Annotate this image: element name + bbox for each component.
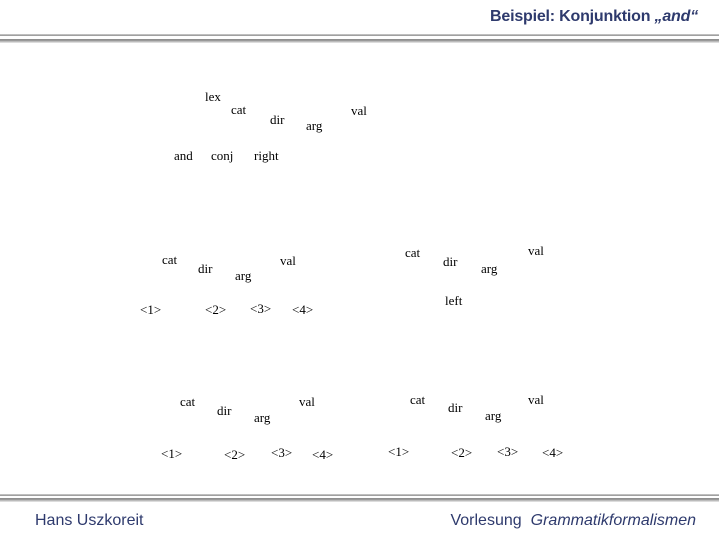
page-title-quoted-word: „and“ [654,8,699,25]
avm-attr-dir: dir [443,254,458,269]
avm-attr-val: val [528,243,544,258]
avm-attr-dir: dir [198,261,213,276]
avm-attr-val: val [280,253,296,268]
avm-tag-4: <4> [542,445,564,460]
avm-attr-lex: lex [205,89,221,104]
avm-tag-2: <2> [451,445,473,460]
avm-tag-2: <2> [224,447,246,462]
avm-attr-arg: arg [481,261,498,276]
avm-tag-1: <1> [161,446,183,461]
avm-tag-2: <2> [205,302,227,317]
avm-tag-4: <4> [312,447,334,462]
avm-attr-dir: dir [217,403,232,418]
footer-course-label: Vorlesung [450,512,522,529]
avm-attr-cat: cat [410,392,426,407]
avm-attr-cat: cat [162,252,178,267]
avm-tag-3: <3> [250,301,272,316]
avm-value-right: right [254,148,279,163]
avm-attr-val: val [299,394,315,409]
avm-tag-1: <1> [140,302,162,317]
avm-tag-3: <3> [497,444,519,459]
avm-value-conj: conj [211,148,234,163]
avm-attr-arg: arg [306,118,323,133]
footer-author: Hans Uszkoreit [35,512,144,529]
avm-attr-dir: dir [448,400,463,415]
footer-course-title: Grammatikformalismen [530,512,696,529]
avm-value-left: left [445,293,463,308]
avm-attr-arg: arg [235,268,252,283]
page-title-text: Beispiel: Konjunktion [490,8,655,25]
avm-attr-arg: arg [254,410,271,425]
avm-attr-cat: cat [180,394,196,409]
avm-attr-cat: cat [231,102,247,117]
avm-tag-1: <1> [388,444,410,459]
footer-rule-thin [0,494,719,496]
footer-rule-thick [0,498,719,502]
avm-value-and: and [174,148,193,163]
avm-tag-4: <4> [292,302,314,317]
footer-course: Vorlesung Grammatikformalismen [450,512,696,530]
avm-attr-val: val [351,103,367,118]
avm-attr-dir: dir [270,112,285,127]
avm-attr-arg: arg [485,408,502,423]
header-rule-thin [0,34,719,36]
avm-tag-3: <3> [271,445,293,460]
avm-attr-cat: cat [405,245,421,260]
header-rule-thick [0,39,719,43]
avm-attr-val: val [528,392,544,407]
page-title: Beispiel: Konjunktion „and“ [490,8,698,26]
